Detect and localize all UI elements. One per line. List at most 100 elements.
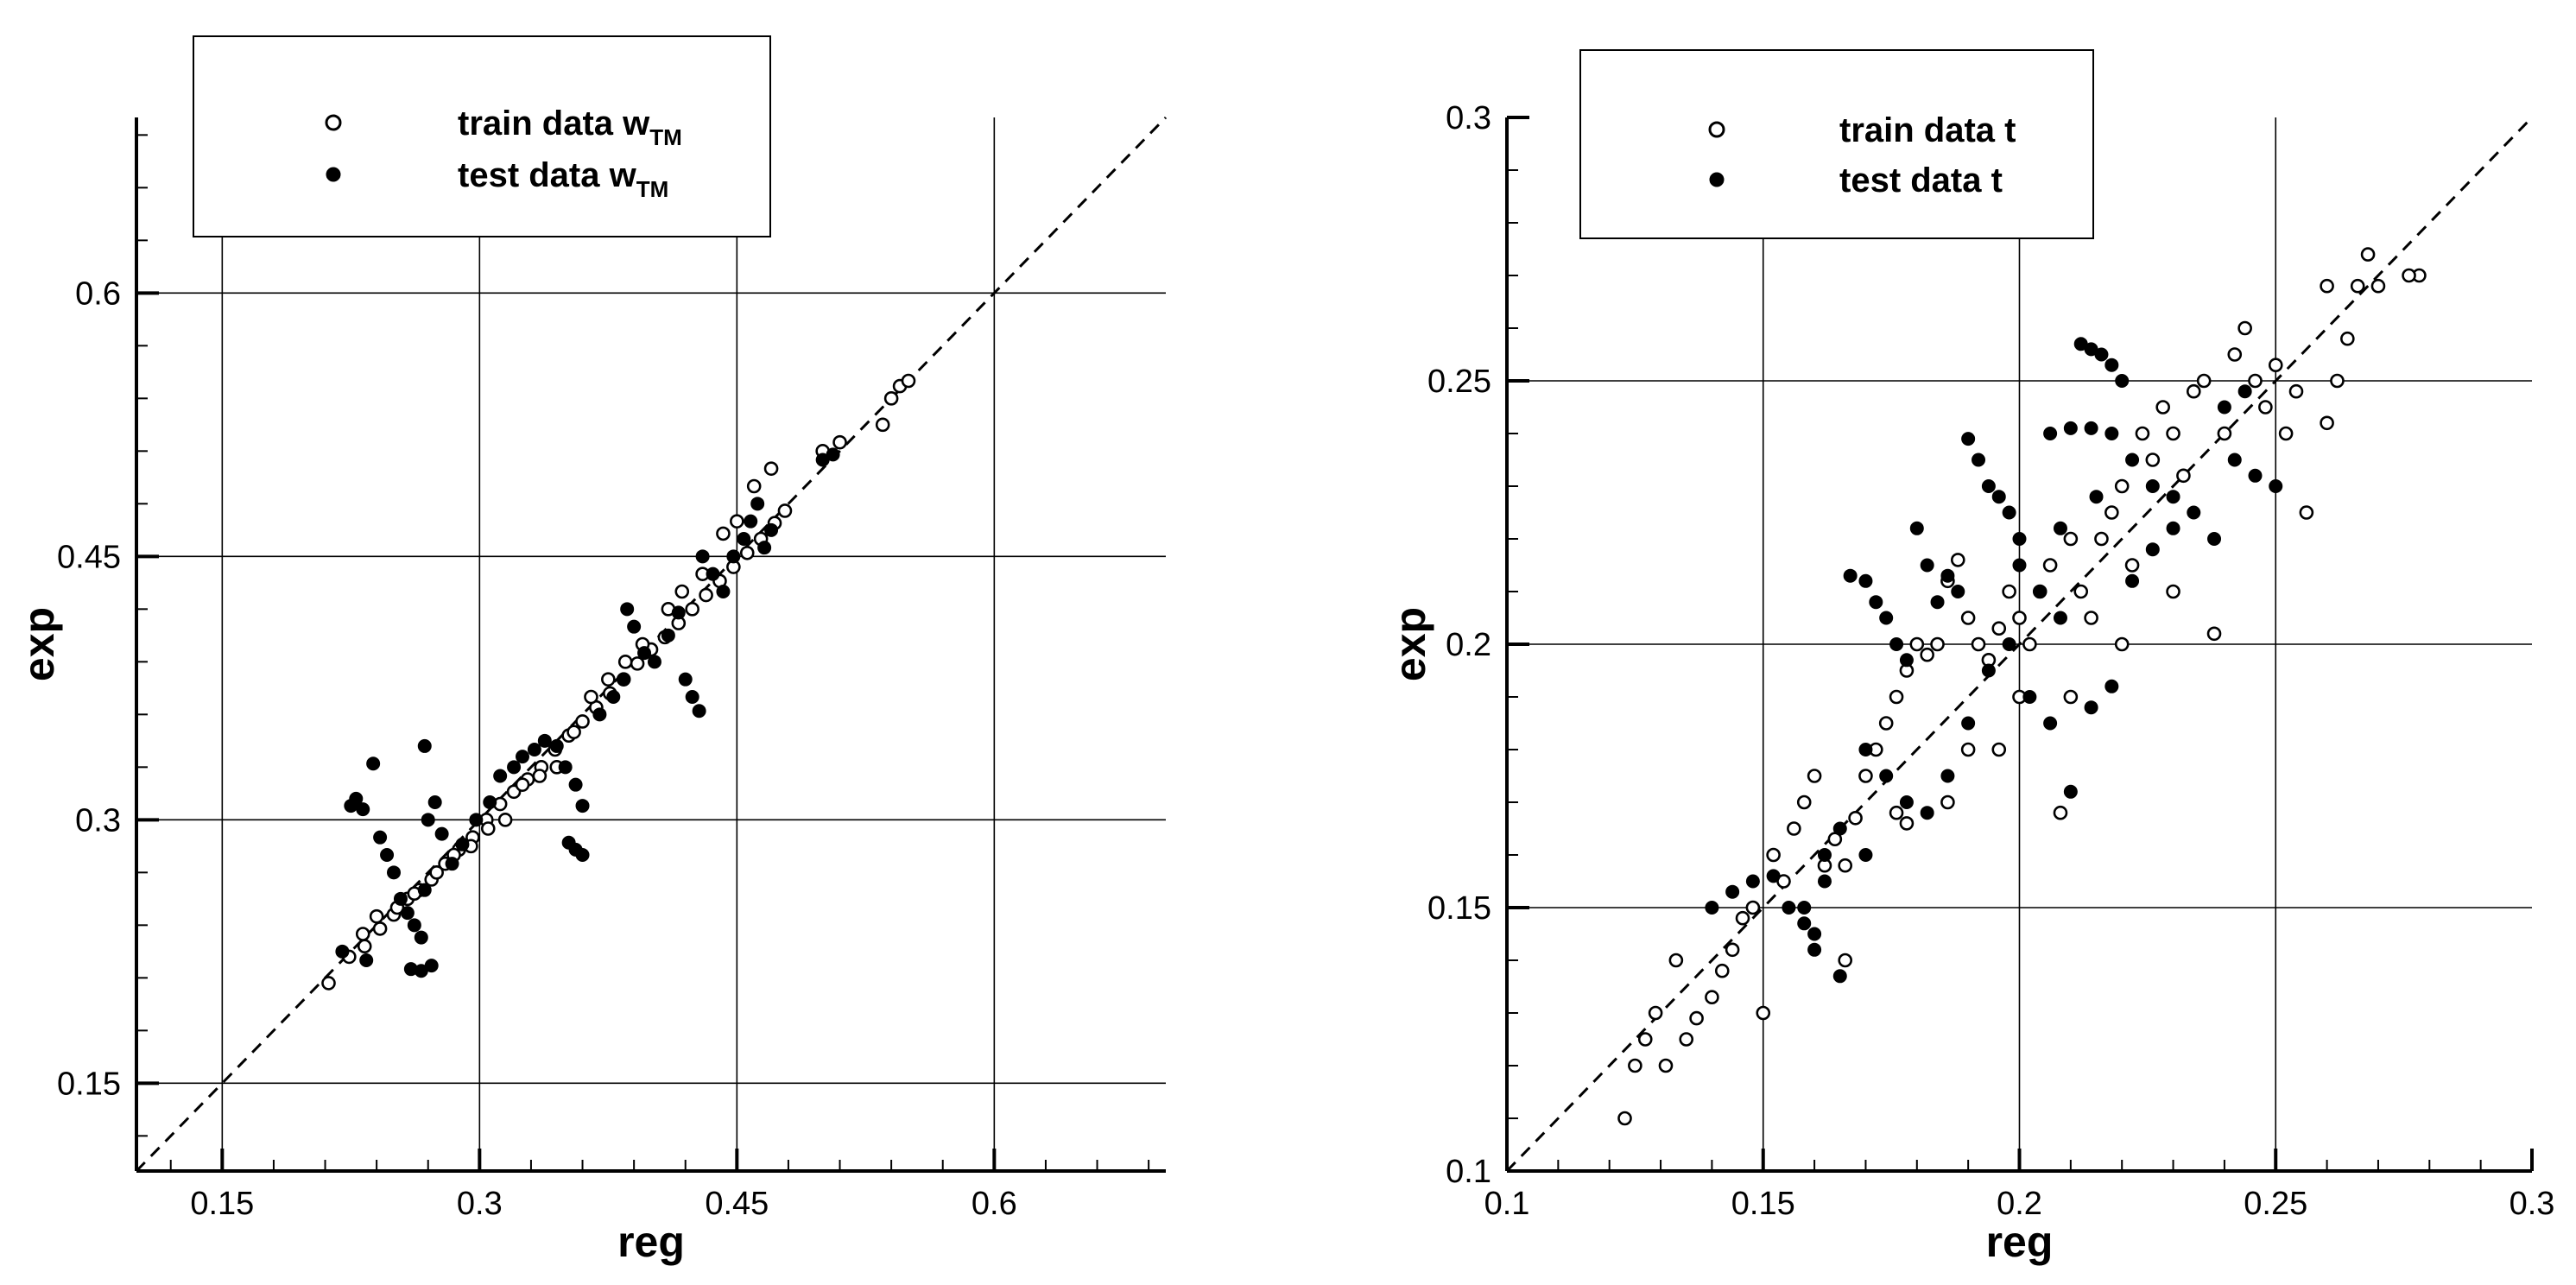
data-point-test-13 [1889,637,1904,651]
data-point-test-57 [2104,679,2119,693]
data-point-train-13 [1756,1005,1771,1021]
data-point-train-45 [566,725,581,739]
data-point-train-4 [1658,1058,1674,1073]
x-tick-label-0: 0.1 [1484,1186,1530,1222]
data-point-test-49 [716,585,731,598]
data-point-train-44 [2073,584,2089,599]
data-point-test-18 [1940,568,1955,583]
data-point-test-70 [2237,384,2252,399]
x-tick-label-0: 0.15 [190,1186,254,1222]
data-point-test-38 [620,602,635,617]
data-point-test-40 [2187,505,2201,520]
data-point-train-1 [1628,1058,1642,1073]
data-point-test-21 [469,813,484,827]
data-point-test-67 [2053,521,2067,535]
data-point-test-19 [445,857,459,871]
data-point-test-32 [2115,374,2130,388]
data-point-test-20 [1961,432,1976,446]
right-axes [1505,116,2534,1173]
data-point-train-83 [1889,805,1904,820]
data-point-train-0 [321,976,336,991]
data-point-train-69 [2340,331,2355,346]
data-point-train-33 [777,503,793,518]
data-point-test-1 [1725,884,1740,899]
data-point-test-35 [592,707,607,722]
right-legend-train-label: train data t [1839,111,2016,149]
data-point-test-5 [1797,916,1812,931]
data-point-test-2 [1745,874,1760,889]
data-point-train-61 [883,391,899,406]
data-point-test-4 [373,830,388,845]
data-point-train-71 [2360,247,2376,262]
data-point-train-53 [429,865,444,880]
data-point-test-7 [393,891,408,906]
data-point-test-12 [1879,611,1894,625]
data-point-test-56 [2084,700,2098,715]
data-point-train-72 [2370,278,2386,294]
data-point-train-52 [2155,400,2170,415]
data-point-test-20 [455,837,470,851]
data-point-train-44 [584,689,598,705]
data-point-train-68 [2330,373,2345,389]
data-point-train-58 [2217,426,2232,441]
data-point-test-49 [1940,769,1955,783]
data-point-train-18 [575,714,590,729]
data-point-test-37 [2125,453,2140,467]
data-point-train-7 [1689,1010,1704,1026]
left-legend: train data wTM test data wTM [193,35,771,237]
right-legend-test-label: test data t [1839,161,2003,199]
data-point-test-58 [335,944,350,959]
data-point-train-25 [1878,716,1894,731]
data-point-test-44 [2269,479,2283,493]
data-point-test-4 [1782,901,1796,915]
data-point-test-47 [695,549,710,564]
data-point-train-84 [1838,858,1853,873]
data-point-test-36 [2104,427,2119,440]
data-point-test-25 [2012,532,2027,546]
data-point-test-28 [549,738,564,753]
data-point-test-41 [2207,532,2222,546]
data-point-test-10 [414,930,428,945]
data-point-train-59 [2227,347,2243,362]
data-point-train-73 [2320,415,2334,431]
data-point-test-19 [1951,585,1965,598]
data-point-test-34 [2063,421,2078,435]
data-point-train-57 [355,927,370,941]
data-point-train-47 [532,769,547,783]
data-point-train-37 [716,526,731,541]
data-point-train-75 [2402,268,2416,283]
data-point-test-58 [2125,573,2140,588]
data-point-train-63 [901,373,916,389]
data-point-test-46 [692,704,706,718]
left-x-axis-title: reg [617,1218,685,1266]
right-legend: train data t test data t [1579,49,2094,239]
data-point-test-6 [1807,927,1822,941]
y-tick-label-2: 0.2 [1446,627,1491,663]
data-point-train-60 [875,417,890,433]
data-point-test-39 [2166,490,2180,504]
data-point-test-48 [1920,806,1934,820]
data-point-train-48 [2114,478,2130,494]
y-tick-label-1: 0.3 [75,802,121,839]
data-point-train-80 [2166,584,2180,599]
data-point-test-14 [1899,653,1914,668]
data-point-test-66 [2012,558,2027,573]
data-point-test-39 [627,619,642,634]
data-point-test-23 [1991,490,2006,504]
right-legend-test-marker [1709,172,1725,187]
data-point-test-38 [2145,479,2160,493]
y-tick-label-3: 0.25 [1427,364,1491,400]
data-point-test-44 [678,672,693,687]
x-tick-label-3: 0.25 [2244,1186,2307,1222]
legend-train-subscript: TM [649,124,682,150]
y-tick-label-0: 0.15 [57,1066,121,1102]
data-point-train-0 [1617,1111,1632,1126]
data-point-test-21 [1972,453,1986,467]
data-point-train-82 [1940,794,1955,810]
data-point-test-17 [1930,595,1945,610]
data-point-train-55 [2186,383,2201,399]
data-point-test-42 [661,628,675,642]
data-point-test-9 [1843,568,1858,583]
data-point-test-24 [2002,505,2016,520]
data-point-train-62 [2258,400,2273,415]
